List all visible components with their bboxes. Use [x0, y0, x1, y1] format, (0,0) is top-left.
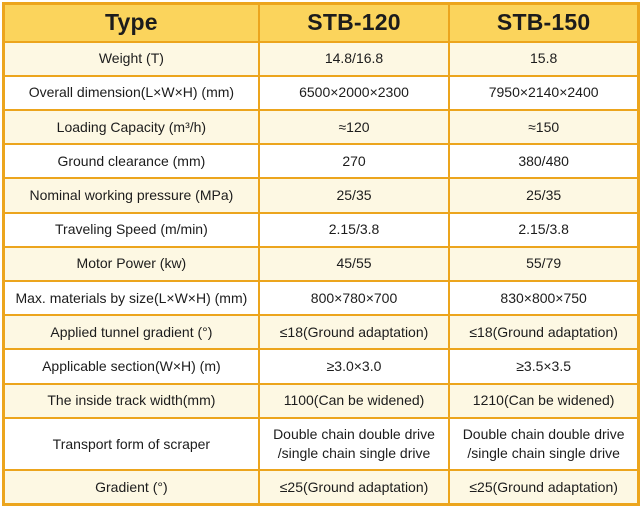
cell-value: 6500×2000×2300: [257, 74, 451, 111]
cell-value: 1210(Can be widened): [448, 382, 640, 419]
table-row-inside-track-width: The inside track width(mm) 1100(Can be w…: [2, 382, 640, 419]
row-label: Weight (T): [2, 40, 260, 77]
cell-value: 45/55: [257, 245, 451, 283]
row-label: Gradient (°): [2, 469, 260, 506]
row-label: The inside track width(mm): [2, 382, 260, 419]
table-row-applicable-section: Applicable section(W×H) (m) ≥3.0×3.0 ≥3.…: [2, 348, 640, 385]
cell-value: ≤18(Ground adaptation): [257, 314, 451, 351]
column-header-type: Type: [2, 2, 260, 43]
cell-value: 15.8: [448, 40, 640, 77]
table-row-loading-capacity: Loading Capacity (m³/h) ≈120 ≈150: [2, 108, 640, 146]
column-header-stb150: STB-150: [448, 2, 640, 43]
cell-value: 25/35: [257, 177, 451, 214]
row-label: Traveling Speed (m/min): [2, 211, 260, 248]
column-header-stb120: STB-120: [257, 2, 451, 43]
table-row-max-materials-size: Max. materials by size(L×W×H) (mm) 800×7…: [2, 280, 640, 317]
cell-value: 380/480: [448, 143, 640, 180]
row-label: Applicable section(W×H) (m): [2, 348, 260, 385]
table-row-traveling-speed: Traveling Speed (m/min) 2.15/3.8 2.15/3.…: [2, 211, 640, 248]
table-row-applied-tunnel-gradient: Applied tunnel gradient (°) ≤18(Ground a…: [2, 314, 640, 351]
cell-value: ≤25(Ground adaptation): [257, 469, 451, 506]
table-row-ground-clearance: Ground clearance (mm) 270 380/480: [2, 143, 640, 180]
cell-value: ≤25(Ground adaptation): [448, 469, 640, 506]
cell-value: 55/79: [448, 245, 640, 283]
table-row-motor-power: Motor Power (kw) 45/55 55/79: [2, 245, 640, 283]
cell-value: Double chain double drive /single chain …: [448, 416, 640, 472]
cell-value: ≥3.5×3.5: [448, 348, 640, 385]
row-label: Max. materials by size(L×W×H) (mm): [2, 280, 260, 317]
cell-value: 25/35: [448, 177, 640, 214]
cell-value: 830×800×750: [448, 280, 640, 317]
table-row-nominal-pressure: Nominal working pressure (MPa) 25/35 25/…: [2, 177, 640, 214]
cell-value: 14.8/16.8: [257, 40, 451, 77]
table-row-overall-dimension: Overall dimension(L×W×H) (mm) 6500×2000×…: [2, 74, 640, 111]
table-row-transport-form: Transport form of scraper Double chain d…: [2, 416, 640, 472]
row-label: Motor Power (kw): [2, 245, 260, 283]
cell-value: 2.15/3.8: [257, 211, 451, 248]
table-row-weight: Weight (T) 14.8/16.8 15.8: [2, 40, 640, 77]
cell-value: ≈120: [257, 108, 451, 146]
row-label: Transport form of scraper: [2, 416, 260, 472]
cell-value: ≤18(Ground adaptation): [448, 314, 640, 351]
table-row-gradient: Gradient (°) ≤25(Ground adaptation) ≤25(…: [2, 469, 640, 506]
cell-value: Double chain double drive /single chain …: [257, 416, 451, 472]
cell-value: 800×780×700: [257, 280, 451, 317]
cell-value: ≈150: [448, 108, 640, 146]
cell-value: 270: [257, 143, 451, 180]
row-label: Ground clearance (mm): [2, 143, 260, 180]
header-row: Type STB-120 STB-150: [2, 2, 640, 43]
row-label: Nominal working pressure (MPa): [2, 177, 260, 214]
cell-value: ≥3.0×3.0: [257, 348, 451, 385]
cell-value: 1100(Can be widened): [257, 382, 451, 419]
cell-value: 7950×2140×2400: [448, 74, 640, 111]
cell-value: 2.15/3.8: [448, 211, 640, 248]
row-label: Overall dimension(L×W×H) (mm): [2, 74, 260, 111]
row-label: Loading Capacity (m³/h): [2, 108, 260, 146]
row-label: Applied tunnel gradient (°): [2, 314, 260, 351]
